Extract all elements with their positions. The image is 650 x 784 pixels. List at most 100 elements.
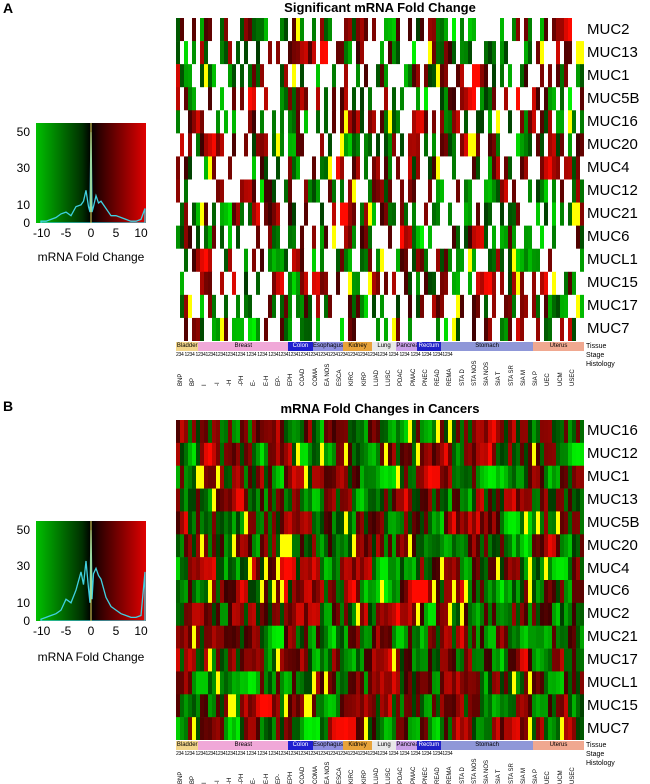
heatmap-cell (452, 557, 457, 581)
heatmap-cell (480, 179, 485, 203)
heatmap-cell (320, 156, 325, 180)
gene-label: MUC5B (587, 513, 640, 531)
heatmap-cell (572, 648, 577, 672)
heatmap-cell (516, 625, 521, 649)
heatmap-cell (200, 179, 205, 203)
heatmap-cell (300, 488, 305, 512)
heatmap-cell (184, 465, 189, 489)
heatmap-cell (292, 420, 297, 444)
heatmap-cell (424, 534, 429, 558)
heatmap-cell (228, 694, 233, 718)
heatmap-cell (432, 41, 437, 65)
heatmap-cell (560, 87, 565, 111)
heatmap-cell (236, 465, 241, 489)
heatmap-cell (532, 87, 537, 111)
heatmap-cell (556, 557, 561, 581)
heatmap-cell (512, 179, 517, 203)
heatmap-cell (236, 64, 241, 88)
heatmap-cell (188, 580, 193, 604)
heatmap-cell (380, 271, 385, 296)
heatmap-cell (464, 64, 469, 88)
y-tick-label: 50 (16, 523, 30, 538)
heatmap-cell (360, 133, 365, 157)
gene-label: MUC16 (587, 422, 638, 440)
heatmap-cell (536, 602, 541, 627)
heatmap-cell (284, 717, 289, 740)
heatmap-cell (228, 41, 233, 65)
heatmap-cell (560, 511, 565, 535)
heatmap-cell (444, 156, 449, 180)
heatmap-cell (348, 580, 353, 604)
heatmap-cell (316, 671, 321, 695)
heatmap-cell (280, 717, 285, 740)
heatmap-cell (508, 294, 513, 319)
heatmap-cell (280, 179, 285, 203)
heatmap-cell (364, 87, 369, 111)
heatmap-cell (276, 294, 281, 319)
heatmap-cell (176, 294, 181, 319)
heatmap-cell (208, 580, 213, 604)
heatmap-cell (528, 648, 533, 672)
heatmap-cell (184, 534, 189, 558)
heatmap-cell (456, 317, 461, 341)
heatmap-cell (288, 488, 293, 512)
heatmap-cell (296, 18, 301, 42)
heatmap-cell (560, 580, 565, 604)
heatmap-cell (356, 420, 361, 444)
heatmap-cell (340, 420, 345, 444)
heatmap-cell (472, 294, 477, 319)
heatmap-cell (256, 511, 261, 535)
heatmap-cell (576, 465, 581, 489)
heatmap-cell (468, 41, 473, 65)
heatmap-cell (284, 64, 289, 88)
heatmap-cell (396, 317, 401, 341)
heatmap-cell (388, 64, 393, 88)
heatmap-cell (532, 179, 537, 203)
histogram-b-xlabel: mRNA Fold Change (37, 650, 145, 664)
heatmap-cell (460, 465, 465, 489)
histology-label: UEC (545, 373, 552, 386)
heatmap-cell (556, 225, 561, 250)
heatmap-cell (476, 671, 481, 695)
heatmap-cell (228, 465, 233, 489)
heatmap-cell (460, 671, 465, 695)
heatmap-cell (396, 534, 401, 558)
heatmap-cell (572, 671, 577, 695)
heatmap-cell (344, 156, 349, 180)
heatmap-cell (420, 557, 425, 581)
heatmap-cell (408, 18, 413, 42)
heatmap-cell (540, 248, 545, 273)
heatmap-cell (568, 671, 573, 695)
heatmap-cell (412, 87, 417, 111)
heatmap-cell (504, 271, 509, 296)
heatmap-cell (356, 110, 361, 134)
tissue-segment: Rectum (416, 342, 442, 351)
heatmap-cell (568, 64, 573, 88)
heatmap-cell (488, 248, 493, 273)
heatmap-cell (232, 225, 237, 250)
heatmap-cell (208, 465, 213, 489)
heatmap-cell (408, 156, 413, 180)
heatmap-cell (564, 18, 569, 42)
heatmap-cell (220, 156, 225, 180)
heatmap-cell (268, 18, 273, 42)
heatmap-cell (328, 18, 333, 42)
heatmap-cell (328, 488, 333, 512)
histology-label: REMA (447, 766, 454, 784)
heatmap-cell (236, 87, 241, 111)
heatmap-cell (216, 87, 221, 111)
heatmap-cell (508, 225, 513, 250)
heatmap-cell (532, 133, 537, 157)
heatmap-cell (532, 557, 537, 581)
heatmap-cell (304, 511, 309, 535)
heatmap-cell (540, 87, 545, 111)
heatmap-cell (252, 271, 257, 296)
heatmap-cell (464, 625, 469, 649)
heatmap-cell (328, 694, 333, 718)
heatmap-cell (208, 511, 213, 535)
heatmap-cell (372, 648, 377, 672)
heatmap-cell (576, 271, 581, 296)
heatmap-cell (184, 271, 189, 296)
heatmap-cell (544, 87, 549, 111)
heatmap-cell (272, 87, 277, 111)
